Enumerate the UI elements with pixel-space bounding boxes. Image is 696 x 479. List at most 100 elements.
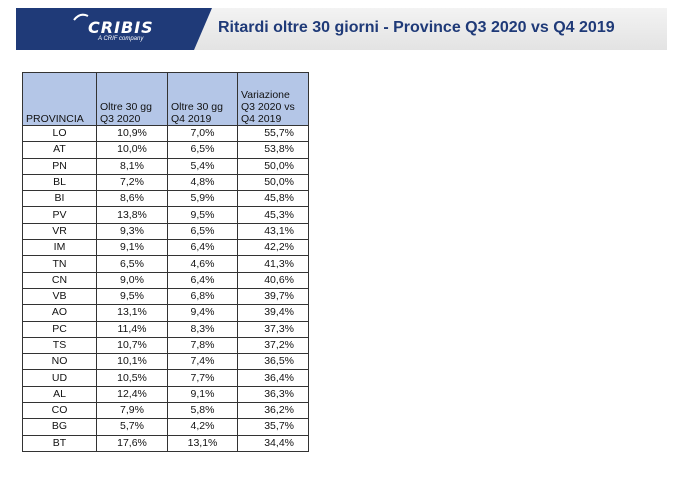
provincia-cell: BL [22, 173, 97, 192]
column-header-q3-2020: Oltre 30 gg Q3 2020 [96, 72, 168, 126]
variazione-cell: 41,3% [237, 255, 309, 273]
q3-2020-cell: 10,9% [96, 124, 168, 143]
variazione-cell: 50,0% [237, 173, 309, 192]
q4-2019-cell: 4,8% [167, 173, 238, 192]
q3-2020-cell: 8,1% [96, 157, 168, 175]
table-row: AO 13,1% 9,4% 39,4% [22, 304, 309, 322]
variazione-cell: 42,2% [237, 239, 309, 257]
table-row: TS 10,7% 7,8% 37,2% [22, 336, 309, 355]
provincia-cell: VB [22, 287, 97, 306]
q3-2020-cell: 12,4% [96, 385, 168, 404]
provincia-cell: UD [22, 369, 97, 387]
provincia-cell: PC [22, 320, 97, 338]
provincia-cell: TS [22, 336, 97, 355]
logo-name: CRIBIS [88, 18, 154, 37]
q4-2019-cell: 9,1% [167, 385, 238, 404]
q3-2020-cell: 10,7% [96, 336, 168, 355]
variazione-cell: 36,2% [237, 402, 309, 420]
table-row: CN 9,0% 6,4% 40,6% [22, 271, 309, 289]
provincia-cell: BG [22, 418, 97, 436]
table-row: PC 11,4% 8,3% 37,3% [22, 320, 309, 338]
variazione-cell: 50,0% [237, 157, 309, 175]
variazione-cell: 36,3% [237, 385, 309, 404]
variazione-cell: 39,7% [237, 287, 309, 306]
q4-2019-cell: 9,5% [167, 206, 238, 224]
table-row: NO 10,1% 7,4% 36,5% [22, 353, 309, 371]
provincia-cell: CO [22, 402, 97, 420]
table-row: CO 7,9% 5,8% 36,2% [22, 402, 309, 420]
table-row: AT 10,0% 6,5% 53,8% [22, 141, 309, 159]
provincia-cell: AO [22, 304, 97, 322]
provincia-cell: NO [22, 353, 97, 371]
provincia-cell: AL [22, 385, 97, 404]
q3-2020-cell: 10,1% [96, 353, 168, 371]
table-header-row: PROVINCIA Oltre 30 gg Q3 2020 Oltre 30 g… [22, 72, 309, 126]
q3-2020-cell: 13,8% [96, 206, 168, 224]
q4-2019-cell: 4,2% [167, 418, 238, 436]
q3-2020-cell: 17,6% [96, 434, 168, 452]
q4-2019-cell: 6,4% [167, 239, 238, 257]
table-row: BT 17,6% 13,1% 34,4% [22, 434, 309, 452]
variazione-cell: 36,5% [237, 353, 309, 371]
provinces-table: PROVINCIA Oltre 30 gg Q3 2020 Oltre 30 g… [22, 72, 309, 452]
table-row: PV 13,8% 9,5% 45,3% [22, 206, 309, 224]
q3-2020-cell: 8,6% [96, 190, 168, 208]
table-row: LO 10,9% 7,0% 55,7% [22, 124, 309, 143]
table-row: IM 9,1% 6,4% 42,2% [22, 239, 309, 257]
variazione-cell: 53,8% [237, 141, 309, 159]
logo-tagline: A CRIF company [98, 36, 144, 42]
q4-2019-cell: 6,5% [167, 141, 238, 159]
q4-2019-cell: 6,5% [167, 222, 238, 241]
provincia-cell: PV [22, 206, 97, 224]
table-row: VB 9,5% 6,8% 39,7% [22, 287, 309, 306]
variazione-cell: 34,4% [237, 434, 309, 452]
provincia-cell: CN [22, 271, 97, 289]
variazione-cell: 37,3% [237, 320, 309, 338]
provincia-cell: TN [22, 255, 97, 273]
table-row: VR 9,3% 6,5% 43,1% [22, 222, 309, 241]
q3-2020-cell: 7,9% [96, 402, 168, 420]
provincia-cell: LO [22, 124, 97, 143]
q4-2019-cell: 6,8% [167, 287, 238, 306]
q4-2019-cell: 9,4% [167, 304, 238, 322]
q4-2019-cell: 7,7% [167, 369, 238, 387]
variazione-cell: 37,2% [237, 336, 309, 355]
q4-2019-cell: 5,4% [167, 157, 238, 175]
q3-2020-cell: 9,0% [96, 271, 168, 289]
column-header-variazione: Variazione Q3 2020 vs Q4 2019 [237, 72, 309, 126]
table-row: TN 6,5% 4,6% 41,3% [22, 255, 309, 273]
q3-2020-cell: 9,3% [96, 222, 168, 241]
provincia-cell: IM [22, 239, 97, 257]
variazione-cell: 39,4% [237, 304, 309, 322]
q4-2019-cell: 7,0% [167, 124, 238, 143]
table-row: PN 8,1% 5,4% 50,0% [22, 157, 309, 175]
q4-2019-cell: 4,6% [167, 255, 238, 273]
column-header-q4-2019: Oltre 30 gg Q4 2019 [167, 72, 238, 126]
q4-2019-cell: 5,8% [167, 402, 238, 420]
provincia-cell: BT [22, 434, 97, 452]
q3-2020-cell: 7,2% [96, 173, 168, 192]
variazione-cell: 45,8% [237, 190, 309, 208]
table-row: AL 12,4% 9,1% 36,3% [22, 385, 309, 404]
cribis-logo: CRIBIS A CRIF company [16, 8, 212, 50]
table-row: BG 5,7% 4,2% 35,7% [22, 418, 309, 436]
variazione-cell: 55,7% [237, 124, 309, 143]
variazione-cell: 45,3% [237, 206, 309, 224]
q4-2019-cell: 6,4% [167, 271, 238, 289]
q3-2020-cell: 6,5% [96, 255, 168, 273]
provincia-cell: PN [22, 157, 97, 175]
table-row: BI 8,6% 5,9% 45,8% [22, 190, 309, 208]
page-title: Ritardi oltre 30 giorni - Province Q3 20… [218, 19, 615, 36]
q3-2020-cell: 11,4% [96, 320, 168, 338]
table-row: BL 7,2% 4,8% 50,0% [22, 173, 309, 192]
variazione-cell: 40,6% [237, 271, 309, 289]
column-header-provincia: PROVINCIA [22, 72, 97, 126]
logo-banner-shape [16, 8, 212, 50]
provincia-cell: VR [22, 222, 97, 241]
q3-2020-cell: 13,1% [96, 304, 168, 322]
q3-2020-cell: 9,5% [96, 287, 168, 306]
q4-2019-cell: 5,9% [167, 190, 238, 208]
q3-2020-cell: 9,1% [96, 239, 168, 257]
q3-2020-cell: 10,0% [96, 141, 168, 159]
table-row: UD 10,5% 7,7% 36,4% [22, 369, 309, 387]
